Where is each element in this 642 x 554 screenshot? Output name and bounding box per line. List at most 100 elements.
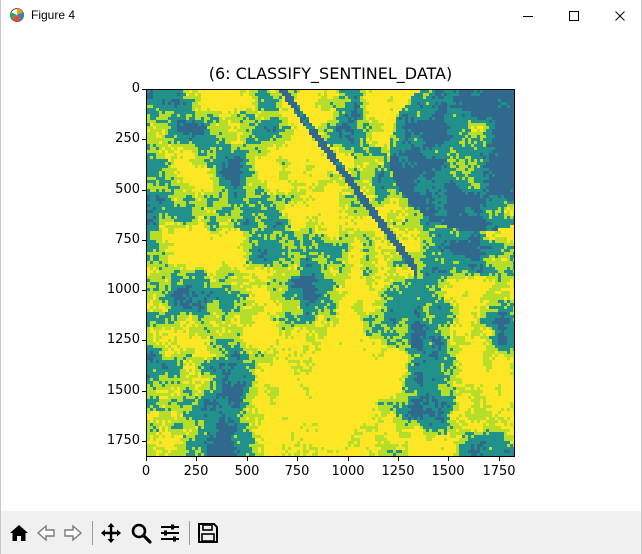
heatmap-cell bbox=[432, 135, 435, 138]
heatmap-cell bbox=[486, 105, 489, 108]
heatmap-cell bbox=[357, 198, 360, 201]
heatmap-cell bbox=[348, 171, 351, 174]
heatmap-cell bbox=[312, 156, 315, 159]
heatmap-cell bbox=[240, 246, 243, 249]
heatmap-cell bbox=[303, 99, 306, 102]
heatmap-cell bbox=[183, 126, 186, 129]
heatmap-cell bbox=[231, 93, 234, 96]
heatmap-cell bbox=[438, 141, 441, 144]
heatmap-cell bbox=[477, 222, 480, 225]
heatmap-cell bbox=[504, 150, 507, 153]
heatmap-cell bbox=[486, 174, 489, 177]
heatmap-cell bbox=[465, 180, 468, 183]
heatmap-cell bbox=[378, 111, 381, 114]
heatmap-cell bbox=[219, 180, 222, 183]
heatmap-cell bbox=[255, 189, 258, 192]
heatmap-cell bbox=[282, 162, 285, 165]
heatmap-cell bbox=[288, 168, 291, 171]
title-bar[interactable]: Figure 4 bbox=[1, 0, 641, 31]
heatmap-cell bbox=[399, 129, 402, 132]
heatmap-cell bbox=[408, 246, 411, 249]
heatmap-cell bbox=[351, 222, 354, 225]
image-axes[interactable] bbox=[146, 89, 515, 457]
heatmap-cell bbox=[471, 147, 474, 150]
heatmap-cell bbox=[207, 210, 210, 213]
heatmap-cell bbox=[378, 90, 381, 93]
heatmap-cell bbox=[492, 132, 495, 135]
heatmap-cell bbox=[510, 90, 513, 93]
heatmap-cell bbox=[201, 123, 204, 126]
heatmap-cell bbox=[270, 129, 273, 132]
heatmap-cell bbox=[276, 180, 279, 183]
heatmap-cell bbox=[417, 138, 420, 141]
heatmap-cell bbox=[459, 183, 462, 186]
heatmap-cell bbox=[441, 105, 444, 108]
heatmap-cell bbox=[255, 204, 258, 207]
heatmap-cell bbox=[489, 135, 492, 138]
heatmap-cell bbox=[387, 126, 390, 129]
heatmap-cell bbox=[477, 171, 480, 174]
maximize-button[interactable] bbox=[551, 0, 597, 31]
heatmap-cell bbox=[159, 177, 162, 180]
minimize-button[interactable] bbox=[505, 0, 551, 31]
heatmap-cell bbox=[465, 129, 468, 132]
heatmap-cell bbox=[396, 105, 399, 108]
heatmap-cell bbox=[438, 222, 441, 225]
heatmap-cell bbox=[375, 225, 378, 228]
heatmap-cell bbox=[261, 90, 264, 93]
heatmap-cell bbox=[327, 177, 330, 180]
heatmap-cell bbox=[195, 231, 198, 234]
heatmap-cell bbox=[321, 243, 324, 246]
heatmap-cell bbox=[297, 228, 300, 231]
heatmap-cell bbox=[513, 120, 514, 123]
heatmap-cell bbox=[360, 117, 363, 120]
heatmap-cell bbox=[276, 225, 279, 228]
heatmap-cell bbox=[315, 153, 318, 156]
heatmap-cell bbox=[318, 156, 321, 159]
heatmap-cell bbox=[300, 225, 303, 228]
heatmap-cell bbox=[441, 228, 444, 231]
heatmap-cell bbox=[171, 120, 174, 123]
close-button[interactable] bbox=[597, 0, 642, 31]
heatmap-cell bbox=[333, 186, 336, 189]
heatmap-cell bbox=[510, 222, 513, 225]
heatmap-cell bbox=[156, 207, 159, 210]
heatmap-cell bbox=[207, 186, 210, 189]
heatmap-cell bbox=[321, 114, 324, 117]
heatmap-cell bbox=[402, 168, 405, 171]
heatmap-cell bbox=[372, 111, 375, 114]
heatmap-cell bbox=[471, 114, 474, 117]
heatmap-cell bbox=[408, 90, 411, 93]
heatmap-cell bbox=[294, 240, 297, 243]
heatmap-cell bbox=[468, 249, 471, 252]
heatmap-cell bbox=[270, 102, 273, 105]
heatmap-cell bbox=[180, 96, 183, 99]
heatmap-cell bbox=[450, 246, 453, 249]
heatmap-cell bbox=[363, 96, 366, 99]
window-title: Figure 4 bbox=[31, 8, 76, 22]
heatmap-cell bbox=[177, 246, 180, 249]
heatmap-cell bbox=[504, 129, 507, 132]
heatmap-cell bbox=[483, 138, 486, 141]
heatmap-cell bbox=[507, 153, 510, 156]
heatmap-cell bbox=[306, 186, 309, 189]
heatmap-cell bbox=[270, 165, 273, 168]
heatmap-cell bbox=[378, 201, 381, 204]
heatmap-cell bbox=[381, 228, 384, 231]
heatmap-cell bbox=[408, 192, 411, 195]
heatmap-cell bbox=[330, 159, 333, 162]
heatmap-cell bbox=[249, 222, 252, 225]
heatmap-cell bbox=[462, 93, 465, 96]
heatmap-cell bbox=[339, 90, 342, 93]
heatmap-cell bbox=[204, 246, 207, 249]
heatmap-cell bbox=[507, 231, 510, 234]
heatmap-cell bbox=[465, 195, 468, 198]
heatmap-cell bbox=[369, 126, 372, 129]
heatmap-cell bbox=[510, 102, 513, 105]
heatmap-cell bbox=[438, 105, 441, 108]
heatmap-cell bbox=[264, 249, 267, 252]
heatmap-cell bbox=[423, 90, 426, 93]
heatmap-cell bbox=[390, 141, 393, 144]
heatmap-cell bbox=[174, 111, 177, 114]
heatmap-cell bbox=[171, 249, 174, 252]
